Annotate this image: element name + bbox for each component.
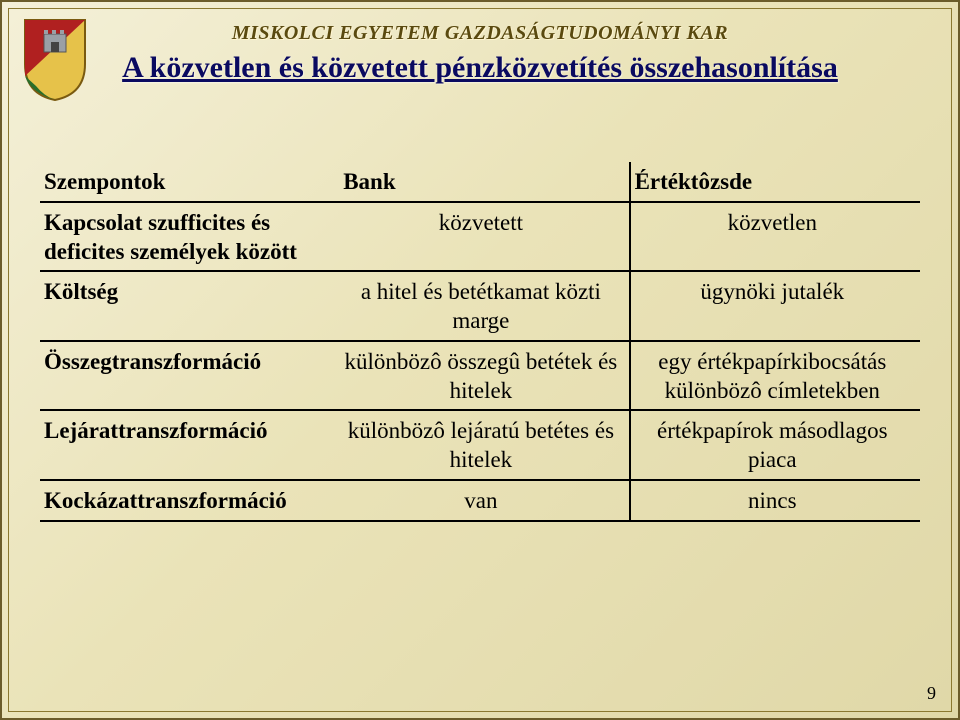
row-label: Költség [40,271,339,341]
comparison-table: Szempontok Bank Értéktôzsde Kapcsolat sz… [40,162,920,522]
row-label: Kockázattranszformáció [40,480,339,521]
table-header-row: Szempontok Bank Értéktôzsde [40,162,920,202]
cell-bank: különbözô összegû betétek és hitelek [339,341,629,411]
row-label: Összegtranszformáció [40,341,339,411]
cell-exchange: értékpapírok másodlagos piaca [630,410,920,480]
table-row: Lejárattranszformáció különbözô lejáratú… [40,410,920,480]
org-name: MISKOLCI EGYETEM GAZDASÁGTUDOMÁNYI KAR [20,16,940,45]
cell-bank: a hitel és betétkamat közti marge [339,271,629,341]
page-number: 9 [927,683,936,704]
header: MISKOLCI EGYETEM GAZDASÁGTUDOMÁNYI KAR A… [20,16,940,102]
slide-title: A közvetlen és közvetett pénzközvetítés … [20,51,940,85]
cell-exchange: egy értékpapírkibocsátás különbözô címle… [630,341,920,411]
cell-exchange: ügynöki jutalék [630,271,920,341]
row-label: Lejárattranszformáció [40,410,339,480]
cell-bank: közvetett [339,202,629,272]
table-row: Kockázattranszformáció van nincs [40,480,920,521]
col-header-aspect: Szempontok [40,162,339,202]
col-header-exchange: Értéktôzsde [630,162,920,202]
row-label: Kapcsolat szufficites és deficites szemé… [40,202,339,272]
table-row: Költség a hitel és betétkamat közti marg… [40,271,920,341]
cell-bank: van [339,480,629,521]
slide: MISKOLCI EGYETEM GAZDASÁGTUDOMÁNYI KAR A… [0,0,960,720]
cell-exchange: nincs [630,480,920,521]
table-row: Összegtranszformáció különbözô összegû b… [40,341,920,411]
col-header-bank: Bank [339,162,629,202]
cell-exchange: közvetlen [630,202,920,272]
cell-bank: különbözô lejáratú betétes és hitelek [339,410,629,480]
table-row: Kapcsolat szufficites és deficites szemé… [40,202,920,272]
comparison-table-wrap: Szempontok Bank Értéktôzsde Kapcsolat sz… [40,162,920,522]
